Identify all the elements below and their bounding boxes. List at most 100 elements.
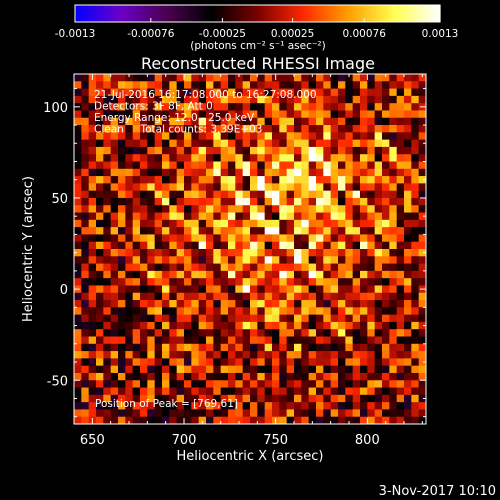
heatmap-cell [272,161,280,170]
heatmap-cell [242,205,251,214]
colorbar-segment [151,5,155,22]
heatmap-cell [176,358,185,367]
heatmap-cell [228,234,236,243]
heatmap-cell [198,190,207,199]
heatmap-cell [257,183,266,192]
heatmap-cell [404,161,412,170]
heatmap-cell [360,190,368,199]
heatmap-cell [88,190,97,199]
colorbar-segment [284,5,289,22]
heatmap-cell [367,292,376,301]
heatmap-cell [345,212,354,221]
heatmap-cell [235,95,244,104]
heatmap-cell [360,314,368,323]
heatmap-cell [220,321,229,330]
heatmap-cell [162,402,170,410]
heatmap-cell [118,110,126,119]
heatmap-cell [418,74,427,82]
heatmap-cell [81,416,90,425]
heatmap-cell [279,183,288,192]
heatmap-cell [257,234,266,243]
heatmap-cell [162,394,170,403]
heatmap-cell [396,183,405,192]
heatmap-cell [88,219,97,228]
heatmap-cell [338,197,346,206]
heatmap-cell [396,416,405,425]
heatmap-cell [367,95,376,104]
heatmap-cell [228,95,236,104]
heatmap-cell [323,402,332,410]
heatmap-cell [140,365,148,374]
heatmap-cell [382,402,390,410]
heatmap-cell [323,329,332,337]
heatmap-cell [81,307,90,316]
heatmap-cell [147,285,156,294]
heatmap-cell [213,387,222,396]
heatmap-cell [81,321,90,330]
heatmap-cell [367,300,376,308]
heatmap-cell [198,372,207,381]
heatmap-cell [169,329,178,337]
heatmap-cell [235,249,244,257]
heatmap-cell [294,285,302,294]
heatmap-cell [110,343,119,352]
colorbar-segment [172,5,176,22]
heatmap-cell [294,387,302,396]
heatmap-cell [301,278,310,286]
heatmap-cell [264,88,273,97]
heatmap-cell [74,227,82,235]
heatmap-cell [316,263,324,272]
heatmap-cell [286,161,295,170]
heatmap-cell [228,103,236,111]
heatmap-cell [220,88,229,97]
heatmap-cell [418,205,427,214]
heatmap-cell [374,161,383,170]
heatmap-cell [184,219,192,228]
heatmap-cell [316,270,324,279]
heatmap-cell [330,234,339,243]
heatmap-cell [374,278,383,286]
heatmap-cell [184,409,192,418]
heatmap-cell [228,205,236,214]
heatmap-cell [279,372,288,381]
heatmap-cell [360,263,368,272]
heatmap-cell [169,336,178,345]
heatmap-cell [323,183,332,192]
heatmap-cell [88,358,97,367]
heatmap-cell [272,249,280,257]
heatmap-cell [272,394,280,403]
heatmap-cell [301,336,310,345]
heatmap-cell [279,394,288,403]
colorbar-segment [306,5,310,22]
heatmap-cell [88,351,97,359]
heatmap-cell [404,74,412,82]
heatmap-cell [294,394,302,403]
heatmap-cell [257,197,266,206]
heatmap-cell [323,307,332,316]
colorbar-segment [339,5,344,22]
heatmap-cell [198,358,207,367]
heatmap-cell [213,314,222,323]
heatmap-cell [338,176,346,184]
heatmap-cell [330,176,339,184]
heatmap-cell [206,394,214,403]
heatmap-cell [81,409,90,418]
heatmap-cell [228,117,236,126]
heatmap-cell [169,227,178,235]
heatmap-cell [301,176,310,184]
heatmap-cell [352,278,361,286]
heatmap-cell [213,110,222,119]
heatmap-cell [206,336,214,345]
heatmap-cell [206,176,214,184]
heatmap-cell [74,336,82,345]
heatmap-cell [213,81,222,90]
heatmap-cell [74,387,82,396]
heatmap-cell [257,212,266,221]
heatmap-cell [235,321,244,330]
heatmap-cell [154,402,163,410]
heatmap-cell [147,336,156,345]
heatmap-cell [396,380,405,389]
heatmap-cell [242,74,251,82]
heatmap-cell [162,300,170,308]
heatmap-cell [330,154,339,162]
